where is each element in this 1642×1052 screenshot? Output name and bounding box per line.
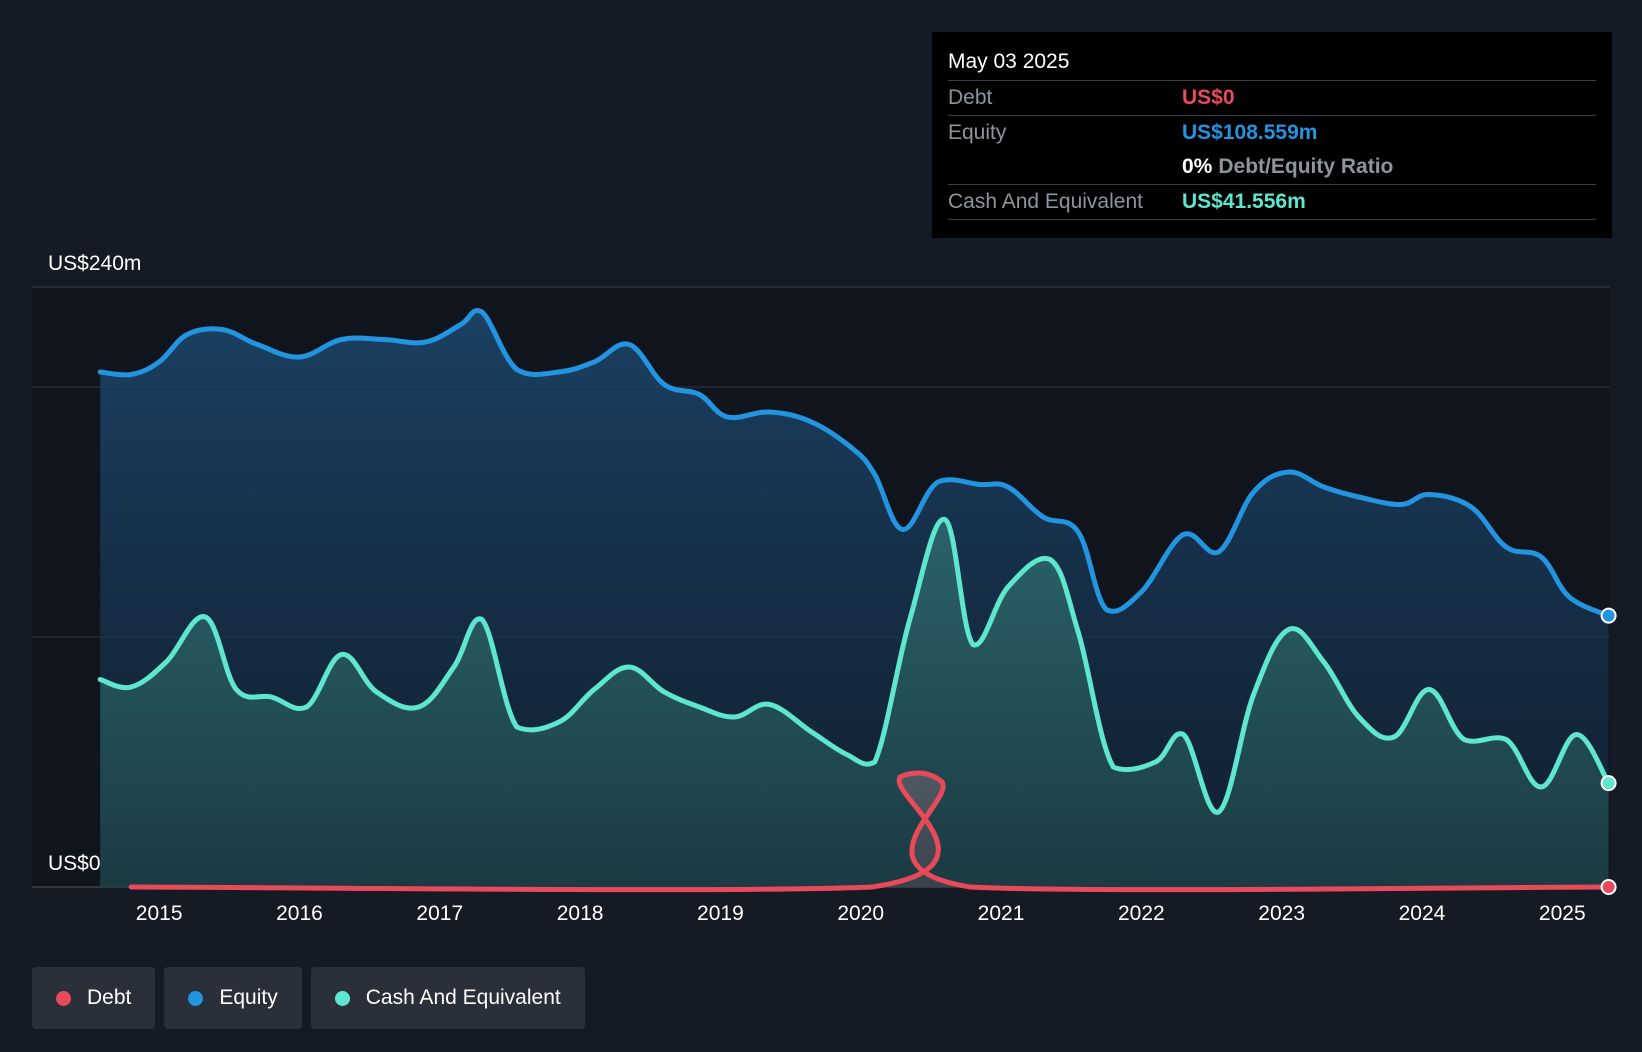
- debt-line: [128, 770, 1612, 893]
- legend-label-debt: Debt: [87, 986, 132, 1009]
- x-tick-label: 2015: [136, 902, 183, 925]
- tooltip-date: May 03 2025: [948, 50, 1070, 73]
- legend-item-cash[interactable]: Cash And Equivalent: [310, 967, 585, 1029]
- x-tick-label: 2022: [1118, 902, 1165, 925]
- legend-item-debt[interactable]: Debt: [32, 967, 156, 1029]
- legend-item-equity[interactable]: Equity: [164, 967, 302, 1029]
- tooltip-equity-row: Equity US$108.559m: [948, 115, 1596, 150]
- tooltip-ratio-row: 0% Debt/Equity Ratio: [948, 150, 1596, 184]
- hover-tooltip: May 03 2025 Debt US$0 Equity US$108.559m…: [932, 32, 1612, 238]
- x-tick-label: 2016: [276, 902, 323, 925]
- tooltip-cash-row: Cash And Equivalent US$41.556m: [948, 184, 1596, 220]
- legend-dot-equity-icon: [188, 990, 204, 1006]
- tooltip-ratio-value: 0%: [1182, 155, 1213, 178]
- x-tick-label: 2017: [416, 902, 463, 925]
- y-axis-top-label: US$240m: [48, 252, 141, 275]
- series-areas: [100, 310, 1609, 890]
- series-lines: [97, 308, 1612, 893]
- x-tick-label: 2019: [697, 902, 744, 925]
- legend-label-cash: Cash And Equivalent: [365, 986, 561, 1009]
- x-tick-label: 2025: [1539, 902, 1586, 925]
- tooltip-debt-label: Debt: [948, 86, 993, 109]
- chart-legend: Debt Equity Cash And Equivalent: [32, 967, 594, 1029]
- tooltip-equity-label: Equity: [948, 121, 1007, 144]
- debt-end-marker[interactable]: [1600, 879, 1617, 895]
- cash-end-marker[interactable]: [1600, 775, 1617, 792]
- legend-dot-cash-icon: [334, 990, 350, 1006]
- equity-end-marker[interactable]: [1600, 607, 1617, 624]
- x-tick-label: 2023: [1258, 902, 1305, 925]
- legend-dot-debt-icon: [56, 990, 71, 1006]
- tooltip-ratio-label: Debt/Equity Ratio: [1218, 155, 1394, 178]
- x-tick-label: 2020: [837, 902, 884, 925]
- tooltip-debt-value: US$0: [1182, 86, 1235, 109]
- tooltip-equity-value: US$108.559m: [1182, 121, 1318, 144]
- tooltip-cash-label: Cash And Equivalent: [948, 190, 1143, 213]
- equity-line: [97, 308, 1612, 619]
- cash-line: [97, 517, 1612, 815]
- x-tick-label: 2018: [557, 902, 604, 925]
- x-tick-label: 2024: [1399, 902, 1446, 925]
- legend-label-equity: Equity: [219, 986, 278, 1009]
- tooltip-debt-row: Debt US$0: [948, 80, 1596, 115]
- x-axis-ticks: 2015 2016 2017 2018 2019 2020 2021 2022 2023 2024…: [136, 902, 1586, 925]
- series-end-markers: [1600, 607, 1617, 895]
- tooltip-cash-value: US$41.556m: [1182, 190, 1306, 213]
- y-axis-bottom-label: US$0: [48, 852, 101, 875]
- tooltip-ratio-spacer: [948, 150, 1182, 184]
- x-tick-label: 2021: [978, 902, 1025, 925]
- cash-area: [100, 519, 1609, 887]
